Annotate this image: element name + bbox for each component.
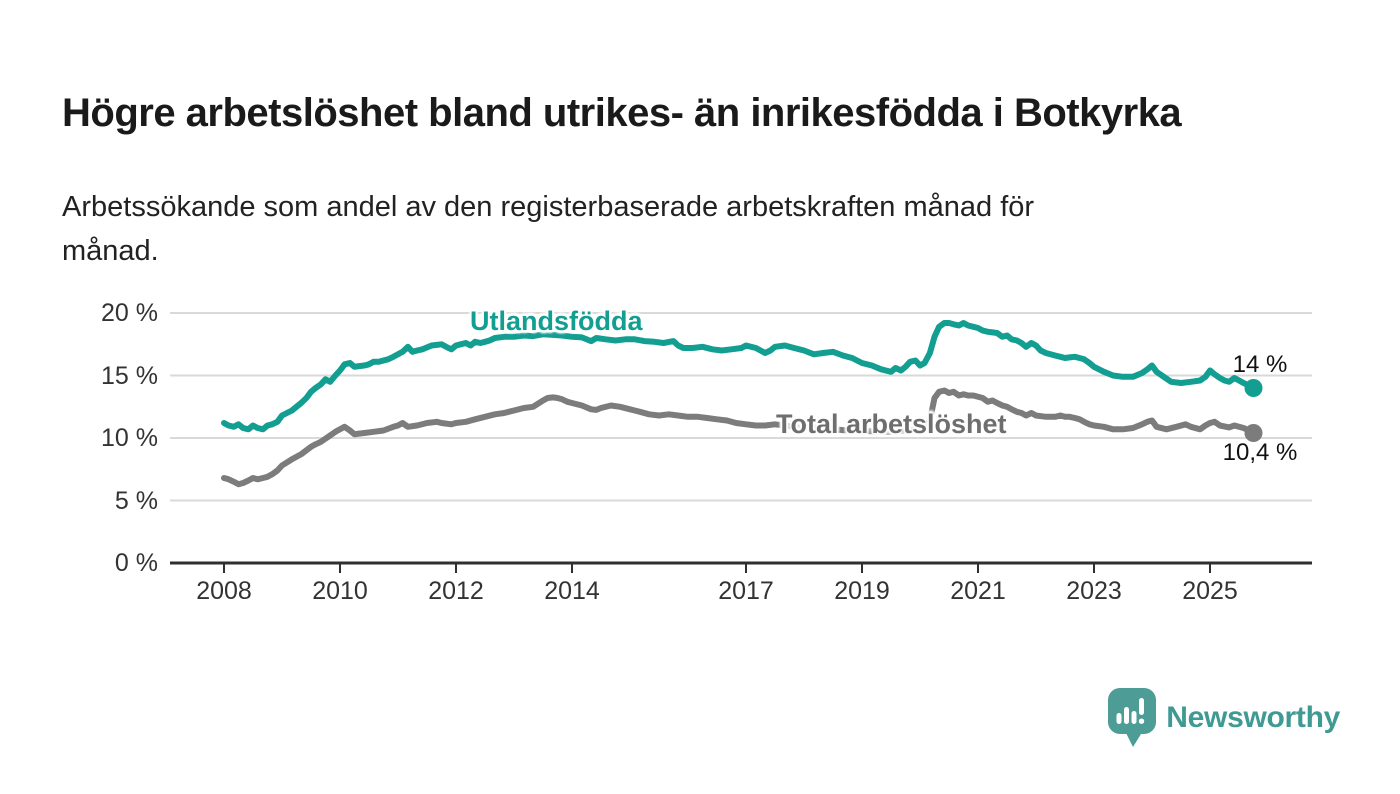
series-line-total	[221, 387, 1257, 488]
chart-subtitle-line1: Arbetssökande som andel av den registerb…	[62, 191, 1035, 223]
x-tick-label-2023: 2023	[1066, 577, 1122, 605]
series-label-total-arbetsloshet: Total arbetslöshet	[776, 409, 1007, 439]
y-tick-label-5: 5 %	[114, 486, 158, 515]
newsworthy-brand-lockup: Newsworthy	[1108, 688, 1340, 748]
brand-name: Newsworthy	[1166, 701, 1340, 734]
chart-title: Högre arbetslöshet bland utrikes- än inr…	[62, 90, 1182, 135]
x-tick-label-2010: 2010	[312, 577, 368, 605]
chart-subtitle-line2: månad.	[62, 235, 159, 267]
y-tick-label-20: 20 %	[101, 299, 158, 327]
y-tick-label-10: 10 %	[101, 424, 158, 452]
x-tick-label-2008: 2008	[196, 577, 252, 605]
y-tick-label-0: 0 %	[114, 549, 158, 577]
logo-exclamation-bar	[1139, 698, 1145, 715]
series-end-dot-utlandsfodda	[1244, 379, 1263, 397]
x-tick-label-2019: 2019	[834, 577, 890, 605]
x-tick-label-2012: 2012	[428, 577, 484, 605]
x-tick-label-2025: 2025	[1182, 577, 1238, 605]
x-tick-label-2017: 2017	[718, 577, 774, 605]
logo-bar-1	[1116, 713, 1122, 724]
end-value-label-utlandsfodda: 14 %	[1232, 351, 1288, 378]
chart-subtitle: Arbetssökande som andel av den registerb…	[62, 185, 1034, 273]
newsworthy-logo-icon	[1108, 688, 1157, 747]
series-end-dot-total	[1244, 424, 1263, 442]
y-tick-label-15: 15 %	[101, 361, 158, 390]
x-tick-label-2014: 2014	[544, 577, 600, 605]
logo-bar-2	[1124, 707, 1130, 724]
end-value-label-total: 10,4 %	[1222, 439, 1298, 466]
logo-bar-3	[1131, 711, 1137, 724]
x-tick-label-2021: 2021	[950, 577, 1006, 605]
series-label-utlandsfodda: Utlandsfödda	[470, 306, 643, 336]
series-line-utlandsfodda	[221, 320, 1257, 433]
logo-exclamation-dot	[1139, 718, 1145, 724]
